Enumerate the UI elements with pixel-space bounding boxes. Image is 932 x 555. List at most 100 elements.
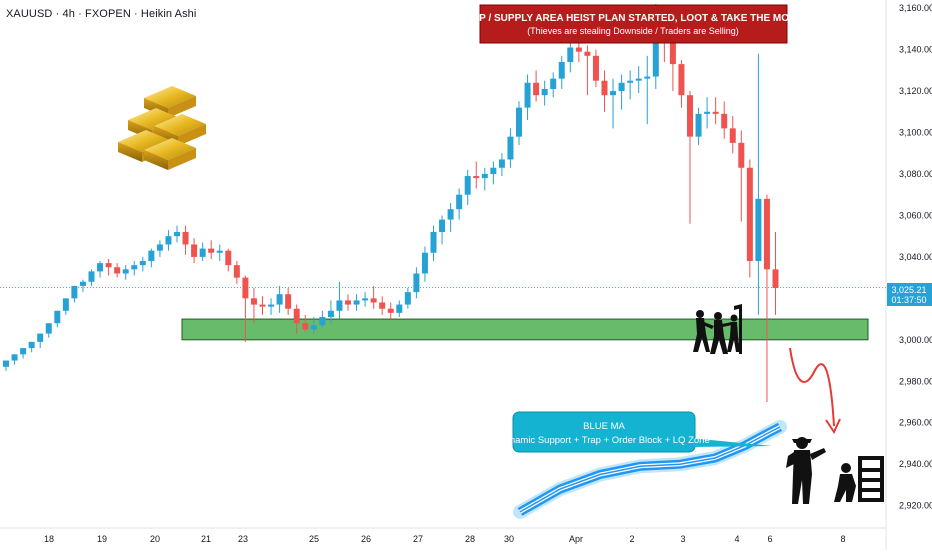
candle[interactable] [413,267,420,299]
candle[interactable] [62,298,69,315]
candle[interactable] [250,287,257,324]
candle[interactable] [396,300,403,318]
candle[interactable] [327,300,334,324]
candle[interactable] [233,261,240,284]
candle[interactable] [558,55,565,89]
candle[interactable] [678,59,685,108]
candle-body [250,298,257,305]
demand-zone[interactable] [181,318,869,341]
candle-body [669,35,676,65]
candle[interactable] [362,292,369,307]
blue-ma-annotation[interactable]: BLUE MA Dynamic Support + Trap + Order B… [498,411,772,453]
candle[interactable] [456,188,463,220]
candle[interactable] [79,279,86,293]
candle[interactable] [473,161,480,189]
candle[interactable] [584,45,591,96]
candle[interactable] [148,248,155,268]
candle[interactable] [11,354,18,365]
candle[interactable] [182,225,189,255]
candle[interactable] [319,310,326,328]
candle[interactable] [216,244,223,262]
candle[interactable] [763,194,770,402]
candle[interactable] [729,115,736,154]
candle[interactable] [105,258,112,276]
candle[interactable] [772,232,779,315]
candle[interactable] [114,263,121,278]
candle[interactable] [54,310,61,328]
candle[interactable] [755,53,762,315]
candle[interactable] [122,265,129,280]
candle[interactable] [293,304,300,334]
candle[interactable] [336,281,343,320]
candle[interactable] [28,341,35,353]
candle[interactable] [507,128,514,168]
candle[interactable] [88,269,95,286]
heist-plan-annotation[interactable]: DUMP / SUPPLY AREA HEIST PLAN STARTED, L… [456,4,810,44]
candle[interactable] [533,70,540,102]
candle[interactable] [498,153,505,177]
symbol-title[interactable]: XAUUSD · 4h · FXOPEN · Heikin Ashi [6,8,197,20]
heist-subtitle: (Thieves are stealing Downside / Traders… [527,26,739,36]
candle[interactable] [404,287,411,309]
candle[interactable] [738,130,745,222]
candle[interactable] [464,169,471,206]
candle[interactable] [370,285,377,309]
candle[interactable] [345,294,351,311]
candle[interactable] [353,294,360,311]
candle[interactable] [644,55,651,125]
candle[interactable] [481,167,488,191]
candle[interactable] [20,348,27,359]
candle[interactable] [430,225,437,262]
candle[interactable] [165,229,172,251]
candle[interactable] [276,285,283,313]
candle[interactable] [541,80,548,106]
x-tick-label: 23 [238,534,248,544]
candle-body [208,248,215,253]
x-tick-label: 6 [767,534,772,544]
x-tick-label: 30 [504,534,514,544]
candle[interactable] [379,296,386,315]
candle[interactable] [199,242,206,262]
candle[interactable] [259,296,266,315]
candle[interactable] [627,70,634,100]
candle[interactable] [156,240,163,257]
candle[interactable] [97,261,104,278]
candle[interactable] [139,256,146,272]
candle[interactable] [225,248,232,272]
candle[interactable] [721,101,728,139]
candle[interactable] [712,97,719,125]
candle[interactable] [421,246,428,282]
candle[interactable] [387,302,394,320]
candle-body [20,348,27,355]
candle[interactable] [610,78,617,129]
candle[interactable] [704,97,711,129]
candle-body [772,269,779,288]
candle[interactable] [746,159,753,278]
candle[interactable] [524,74,531,121]
candle[interactable] [302,314,309,332]
candle[interactable] [550,72,557,98]
candle[interactable] [447,202,454,233]
candle[interactable] [285,287,292,315]
candle[interactable] [439,215,446,245]
candle[interactable] [191,238,198,264]
candle[interactable] [516,101,522,145]
candle[interactable] [310,317,317,334]
candle[interactable] [268,298,275,315]
candle[interactable] [635,66,642,94]
candle[interactable] [174,225,180,243]
candle[interactable] [695,107,702,145]
candle-body [336,300,343,311]
candle[interactable] [490,161,497,185]
candle[interactable] [3,360,9,371]
candle[interactable] [242,275,249,342]
candle[interactable] [71,285,78,303]
candle[interactable] [592,49,599,87]
candle[interactable] [208,240,215,259]
candle[interactable] [687,91,693,224]
candle[interactable] [618,74,625,110]
candle[interactable] [45,323,52,338]
candle[interactable] [601,70,608,112]
candle[interactable] [37,333,44,349]
candle[interactable] [131,261,138,276]
